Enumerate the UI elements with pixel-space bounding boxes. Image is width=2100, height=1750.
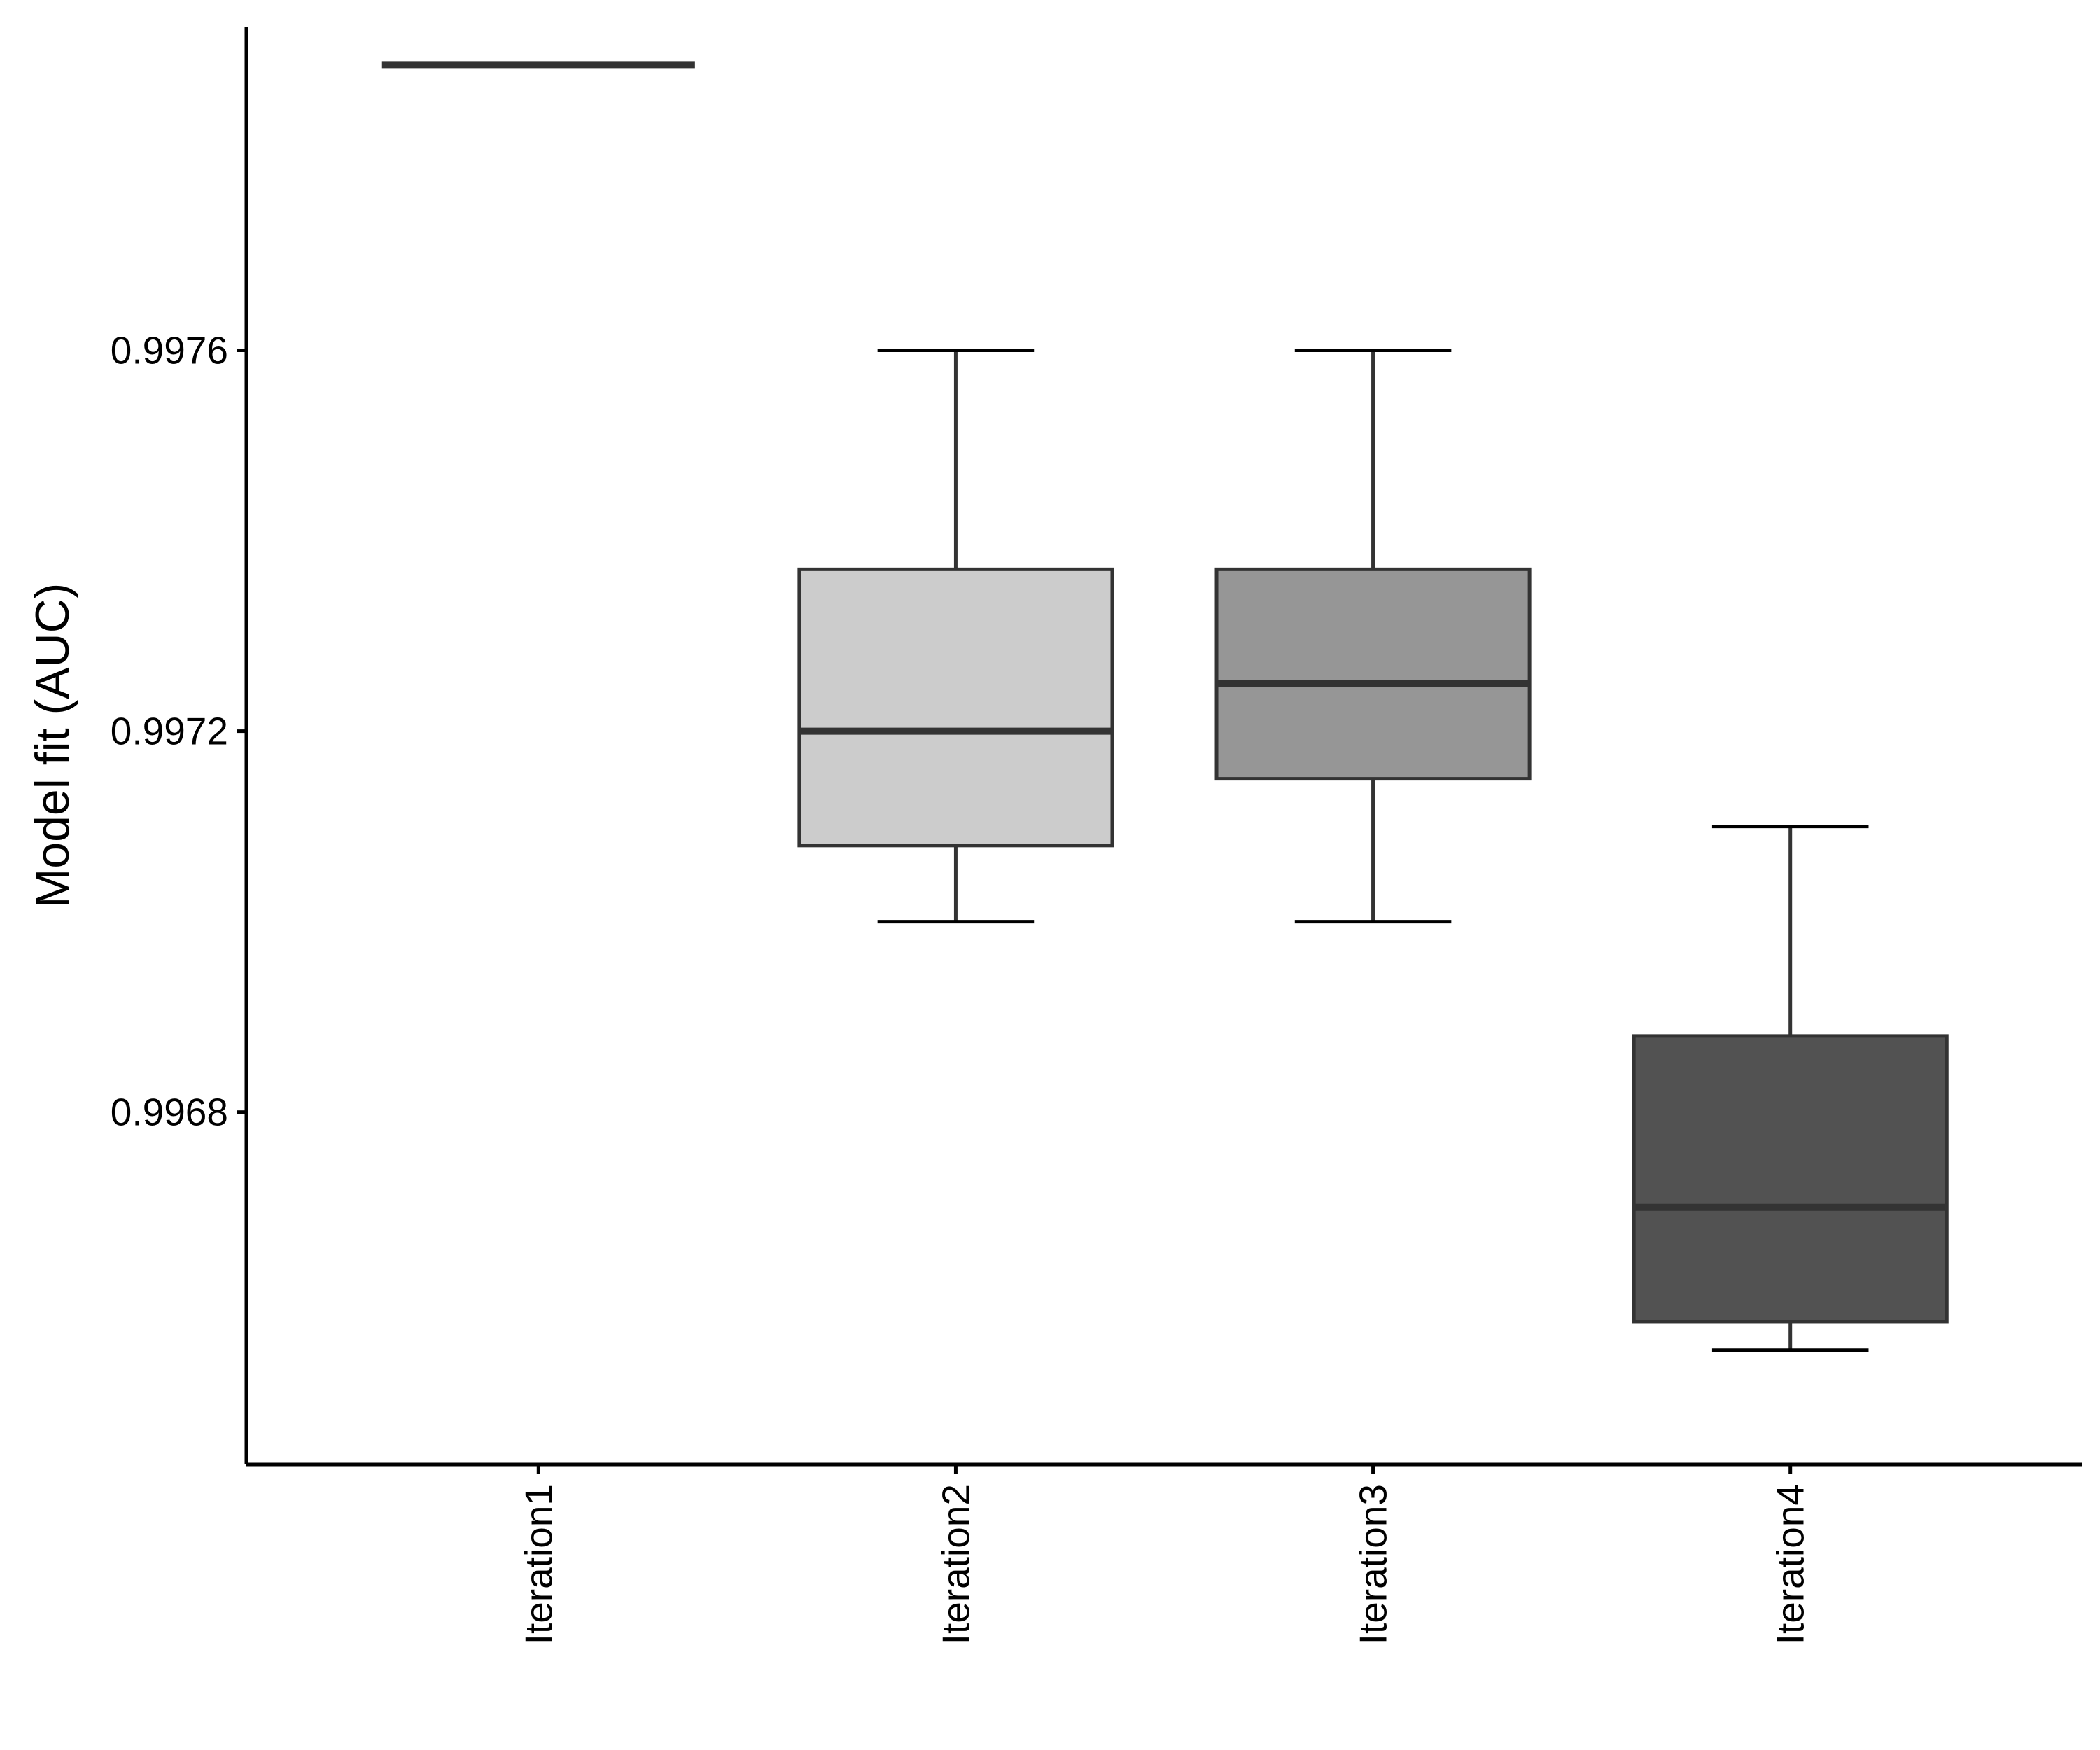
box-Iteration4: [1632, 825, 1949, 1352]
x-tick-label: Iteration1: [517, 1484, 560, 1644]
y-tick-label: 0.9976: [111, 328, 228, 372]
x-axis-ticks: Iteration1 Iteration2 Iteration3 Iteration4: [517, 1464, 1812, 1644]
x-tick-label: Iteration4: [1769, 1484, 1812, 1644]
y-tick-label: 0.9972: [111, 710, 228, 753]
y-axis-ticks: 0.9968 0.9972 0.9976: [111, 328, 246, 1134]
box-Iteration3: [1214, 348, 1532, 924]
y-tick-label: 0.9968: [111, 1091, 228, 1134]
y-axis-title: Model fit (AUC): [26, 583, 79, 909]
box-Iteration2: [797, 348, 1114, 924]
box-body: [1632, 1034, 1949, 1324]
box-body: [797, 567, 1114, 848]
x-tick-label: Iteration2: [934, 1484, 977, 1644]
box-body: [1214, 567, 1532, 781]
x-tick-label: Iteration3: [1352, 1484, 1395, 1644]
boxes-layer: [382, 61, 1949, 1352]
